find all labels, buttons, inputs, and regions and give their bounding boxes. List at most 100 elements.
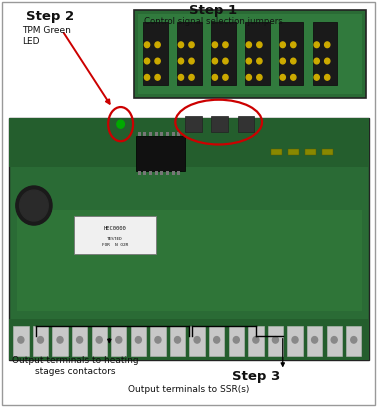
Bar <box>138 132 141 136</box>
Text: Step 3: Step 3 <box>232 370 280 383</box>
Bar <box>177 171 180 175</box>
Circle shape <box>189 74 194 80</box>
Text: Step 2: Step 2 <box>26 10 75 23</box>
Circle shape <box>291 42 296 48</box>
Circle shape <box>144 74 150 80</box>
Bar <box>149 171 152 175</box>
Circle shape <box>178 74 184 80</box>
Text: TPM Green: TPM Green <box>22 26 71 35</box>
Bar <box>322 149 333 155</box>
Circle shape <box>212 42 218 48</box>
Bar <box>287 326 303 356</box>
Circle shape <box>20 190 48 221</box>
Circle shape <box>189 42 194 48</box>
Circle shape <box>117 120 124 128</box>
Circle shape <box>77 337 83 343</box>
Circle shape <box>223 74 228 80</box>
Circle shape <box>233 337 239 343</box>
Bar <box>160 171 163 175</box>
Text: Output terminals to SSR(s): Output terminals to SSR(s) <box>128 385 249 394</box>
Circle shape <box>331 337 337 343</box>
Circle shape <box>135 337 141 343</box>
Circle shape <box>246 58 251 64</box>
Circle shape <box>314 74 319 80</box>
Bar <box>143 22 168 85</box>
Bar <box>326 326 342 356</box>
Text: Output terminals to heating: Output terminals to heating <box>12 356 139 365</box>
Circle shape <box>37 337 43 343</box>
Bar <box>288 149 299 155</box>
Circle shape <box>325 58 330 64</box>
Circle shape <box>257 58 262 64</box>
Bar <box>160 132 163 136</box>
Bar <box>271 149 282 155</box>
FancyBboxPatch shape <box>74 216 156 254</box>
Bar <box>170 326 185 356</box>
Circle shape <box>246 74 251 80</box>
Text: HEC0000: HEC0000 <box>104 226 126 231</box>
Bar <box>52 326 68 356</box>
Bar <box>9 118 369 360</box>
Bar <box>305 149 316 155</box>
Bar <box>131 326 146 356</box>
Circle shape <box>223 42 228 48</box>
Bar <box>138 14 362 94</box>
Bar <box>172 171 175 175</box>
Bar <box>138 171 141 175</box>
Circle shape <box>155 42 160 48</box>
Bar <box>72 326 87 356</box>
Circle shape <box>175 337 181 343</box>
Circle shape <box>194 337 200 343</box>
Bar <box>150 326 166 356</box>
Text: Step 1: Step 1 <box>189 4 237 17</box>
Circle shape <box>280 58 285 64</box>
Bar <box>238 116 254 132</box>
Bar <box>134 10 366 98</box>
Bar <box>166 171 169 175</box>
Circle shape <box>144 42 150 48</box>
Circle shape <box>57 337 63 343</box>
Circle shape <box>223 58 228 64</box>
Circle shape <box>314 42 319 48</box>
Circle shape <box>351 337 357 343</box>
Bar <box>143 171 146 175</box>
Bar <box>155 132 158 136</box>
Text: stages contactors: stages contactors <box>35 367 116 376</box>
Bar <box>346 326 362 356</box>
Bar <box>9 319 369 360</box>
Circle shape <box>325 42 330 48</box>
Bar <box>155 171 158 175</box>
Circle shape <box>257 74 262 80</box>
Bar <box>149 132 152 136</box>
Circle shape <box>246 42 251 48</box>
Circle shape <box>253 337 259 343</box>
Text: Control signal selection jumpers: Control signal selection jumpers <box>144 17 282 26</box>
Circle shape <box>273 337 279 343</box>
Circle shape <box>16 186 52 225</box>
Circle shape <box>325 74 330 80</box>
Circle shape <box>291 74 296 80</box>
Bar <box>177 22 202 85</box>
Bar <box>166 132 169 136</box>
Circle shape <box>314 58 319 64</box>
Bar <box>185 116 202 132</box>
Bar <box>211 22 236 85</box>
Circle shape <box>18 337 24 343</box>
Circle shape <box>280 74 285 80</box>
Circle shape <box>291 58 296 64</box>
Circle shape <box>116 337 122 343</box>
Bar <box>209 326 224 356</box>
Bar <box>211 116 228 132</box>
Circle shape <box>212 58 218 64</box>
Circle shape <box>311 337 317 343</box>
Circle shape <box>212 74 218 80</box>
Text: LED: LED <box>22 37 39 46</box>
Bar <box>313 22 337 85</box>
Bar <box>307 326 322 356</box>
Bar <box>9 118 369 167</box>
Circle shape <box>96 337 102 343</box>
Bar <box>228 326 244 356</box>
Bar <box>92 326 107 356</box>
Bar <box>143 132 146 136</box>
Circle shape <box>214 337 220 343</box>
